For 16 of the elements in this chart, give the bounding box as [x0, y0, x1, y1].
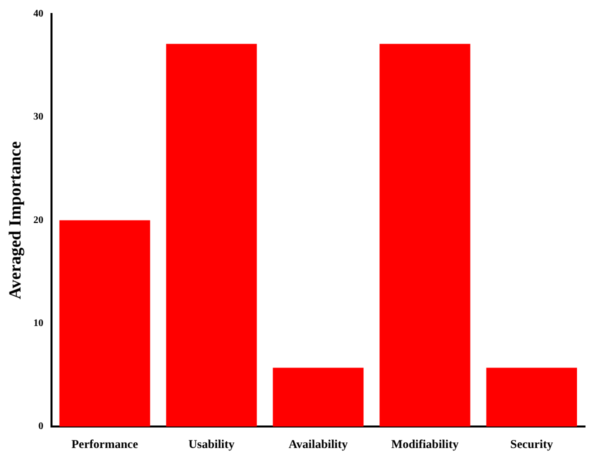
bar — [166, 44, 257, 427]
bar — [59, 220, 150, 427]
y-tick-label: 40 — [33, 8, 44, 20]
y-axis-title: Averaged Importance — [6, 140, 25, 300]
bar — [272, 368, 364, 427]
x-tick-label: Availability — [288, 436, 348, 451]
x-tick-label: Security — [510, 436, 553, 451]
x-tick-label: Usability — [188, 436, 234, 451]
y-tick-label: 30 — [33, 112, 44, 123]
x-tick-label: Modifiability — [391, 436, 459, 451]
bar — [486, 368, 577, 427]
y-tick-label: 10 — [33, 318, 44, 330]
y-tick-label: 0 — [38, 421, 44, 432]
y-tick-label: 20 — [33, 214, 44, 226]
x-tick-label: Performance — [71, 436, 139, 451]
bar — [380, 44, 470, 427]
